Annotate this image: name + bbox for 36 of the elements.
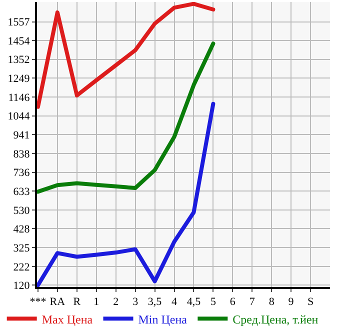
y-tick-label: 222	[13, 261, 30, 274]
x-tick-label: R	[73, 296, 82, 308]
y-tick-label: 325	[13, 242, 30, 254]
legend-label: Сред.Цена, т.йен	[232, 312, 319, 326]
y-tick-label: 1249	[8, 73, 30, 86]
y-tick-label: 428	[13, 224, 30, 236]
x-tick-label: 3,5	[148, 296, 162, 308]
line-series	[37, 2, 216, 109]
line-series	[37, 102, 216, 287]
y-tick-label: 633	[13, 186, 30, 198]
x-tick-label: 9	[288, 296, 294, 308]
y-tick-label: 1044	[8, 110, 30, 123]
legend-label: Min Цена	[138, 312, 188, 326]
x-tick-label: 4	[172, 296, 178, 308]
y-tick-label: 736	[13, 167, 30, 180]
x-tick-label: 8	[268, 296, 275, 308]
x-tick-label: 6	[230, 296, 236, 308]
y-tick-label: 838	[13, 148, 30, 160]
x-tick-label: 3	[132, 296, 139, 308]
x-tick-label: 7	[249, 296, 256, 308]
x-tick-label: RA	[50, 296, 66, 308]
y-tick-label: 941	[13, 130, 30, 142]
y-tick-label: 120	[13, 280, 30, 292]
legend-label: Max Цена	[42, 312, 94, 326]
x-tick-label: ***	[30, 296, 46, 308]
y-tick-label: 1352	[8, 54, 30, 66]
y-tick-label: 1146	[8, 92, 30, 104]
x-tick-label: 4,5	[186, 296, 202, 308]
y-tick-label: 1557	[8, 16, 30, 29]
line-series	[37, 42, 216, 194]
x-tick-label: 2	[113, 296, 119, 308]
y-tick-label: 530	[13, 204, 30, 217]
x-tick-label: S	[307, 296, 314, 308]
x-tick-label: 5	[210, 296, 216, 308]
x-tick-label: 1	[94, 296, 100, 308]
y-tick-label: 1454	[8, 36, 30, 48]
